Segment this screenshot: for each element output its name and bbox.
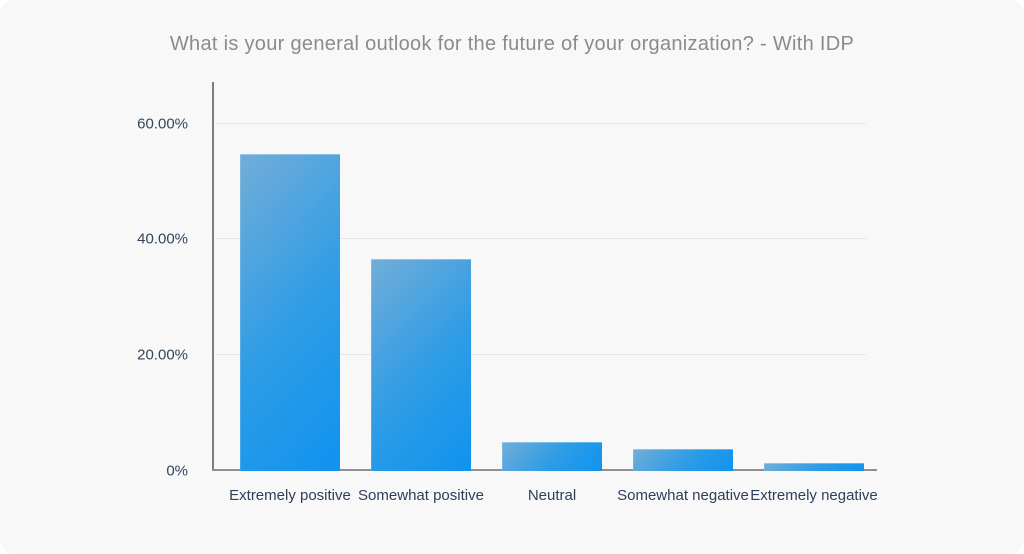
y-tick-label: 20.00% (137, 346, 188, 364)
x-category-label-extremely-positive: Extremely positive (229, 487, 351, 504)
bar-extremely-negative (764, 462, 864, 471)
gridline (215, 354, 866, 356)
bar-somewhat-positive (371, 259, 471, 471)
y-tick-label: 0% (166, 462, 188, 480)
x-category-label-neutral: Neutral (527, 487, 577, 504)
y-tick-label: 60.00% (137, 115, 188, 132)
bar-somewhat-negative (633, 449, 733, 471)
gridline (215, 122, 866, 124)
bar-extremely-positive (240, 154, 340, 471)
gridline (215, 238, 866, 240)
bar-neutral (502, 441, 602, 471)
x-category-label-somewhat-positive: Somewhat positive (358, 487, 484, 504)
y-tick-label: 40.00% (137, 230, 188, 248)
x-category-label-somewhat-negative: Somewhat negative (617, 487, 749, 504)
x-category-label-extremely-negative: Extremely negative (750, 487, 878, 504)
chart-title: What is your general outlook for the fut… (169, 33, 855, 55)
y-axis-line (212, 82, 214, 471)
